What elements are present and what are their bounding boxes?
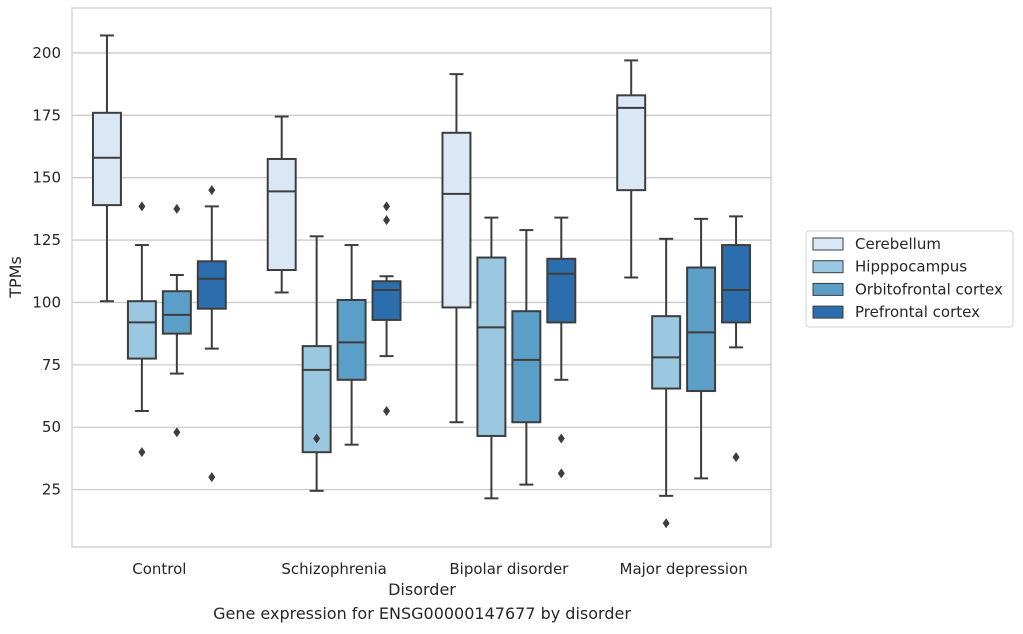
y-tick-label: 100 — [32, 293, 61, 311]
box-orbitofrontal-cortex — [336, 244, 367, 446]
box-hipppocampus — [301, 235, 332, 492]
box-cerebellum — [616, 59, 647, 279]
box-iqr — [721, 244, 752, 324]
y-tick-label: 25 — [42, 481, 61, 499]
box-iqr — [266, 157, 297, 272]
legend-label: Orbitofrontal cortex — [855, 280, 1003, 298]
box-iqr — [686, 266, 717, 393]
box-iqr — [476, 256, 507, 437]
outlier-point — [732, 452, 740, 463]
legend-swatch — [812, 237, 844, 251]
legend-swatch — [812, 282, 844, 296]
outlier-point — [662, 518, 670, 529]
box-iqr — [126, 300, 157, 360]
box-prefrontal-cortex — [546, 216, 577, 479]
y-tick-labels: 25 50 75 100 125 150 175 200 — [32, 44, 61, 499]
box-cerebellum — [91, 34, 122, 303]
box-cerebellum — [266, 115, 297, 294]
outlier-point — [557, 468, 565, 479]
legend-label: Prefrontal cortex — [855, 303, 980, 321]
box-prefrontal-cortex — [371, 201, 402, 417]
box-iqr — [511, 310, 542, 424]
box-iqr — [196, 260, 227, 310]
box-iqr — [161, 290, 192, 335]
legend-label: Hipppocampus — [855, 258, 967, 276]
box-hipppocampus — [126, 201, 157, 458]
outlier-point — [208, 472, 216, 483]
outlier-point — [208, 185, 216, 196]
chart-caption: Gene expression for ENSG00000147677 by d… — [213, 604, 631, 623]
legend-label: Cerebellum — [855, 235, 941, 253]
box-orbitofrontal-cortex — [686, 217, 717, 480]
y-tick-label: 150 — [32, 169, 61, 187]
box-iqr — [546, 257, 577, 324]
legend-items: Cerebellum Hipppocampus Orbitofrontal cort… — [812, 235, 1003, 321]
box-iqr — [371, 280, 402, 321]
x-tick-label: Major depression — [620, 560, 748, 578]
outlier-point — [383, 201, 391, 212]
legend-frame — [805, 230, 1014, 328]
outlier-point — [383, 406, 391, 417]
x-tick-labels: Control Schizophrenia Bipolar disorder Majo… — [132, 560, 747, 578]
outlier-point — [173, 203, 181, 214]
legend-swatch — [812, 260, 844, 274]
box-iqr — [616, 94, 647, 192]
y-tick-label: 75 — [42, 356, 61, 374]
outlier-point — [173, 427, 181, 438]
outlier-point — [383, 215, 391, 226]
x-tick-label: Bipolar disorder — [449, 560, 569, 578]
box-hipppocampus — [651, 237, 682, 529]
box-iqr — [651, 315, 682, 390]
x-axis-label: Disorder — [388, 580, 456, 599]
outlier-point — [138, 447, 146, 458]
y-tick-label: 175 — [32, 106, 61, 124]
y-tick-label: 50 — [42, 418, 61, 436]
x-tick-label: Schizophrenia — [281, 560, 386, 578]
plot-background — [72, 8, 771, 547]
box-orbitofrontal-cortex — [511, 229, 542, 486]
boxes-layer — [91, 34, 752, 529]
y-tick-label: 125 — [32, 231, 61, 249]
box-prefrontal-cortex — [721, 215, 752, 463]
legend: Cerebellum Hipppocampus Orbitofrontal cort… — [805, 230, 1014, 328]
x-tick-label: Control — [132, 560, 186, 578]
box-iqr — [441, 131, 472, 309]
box-iqr — [336, 298, 367, 381]
outlier-point — [313, 433, 321, 444]
y-axis-label: TPMs — [6, 256, 25, 299]
box-orbitofrontal-cortex — [161, 203, 192, 438]
plot-frame — [71, 7, 772, 548]
box-hipppocampus — [476, 216, 507, 500]
box-cerebellum — [441, 73, 472, 424]
box-prefrontal-cortex — [196, 185, 227, 483]
outlier-point — [138, 201, 146, 212]
y-tick-label: 200 — [32, 44, 61, 62]
legend-swatch — [812, 305, 844, 319]
outlier-point — [557, 433, 565, 444]
box-iqr — [91, 111, 122, 207]
